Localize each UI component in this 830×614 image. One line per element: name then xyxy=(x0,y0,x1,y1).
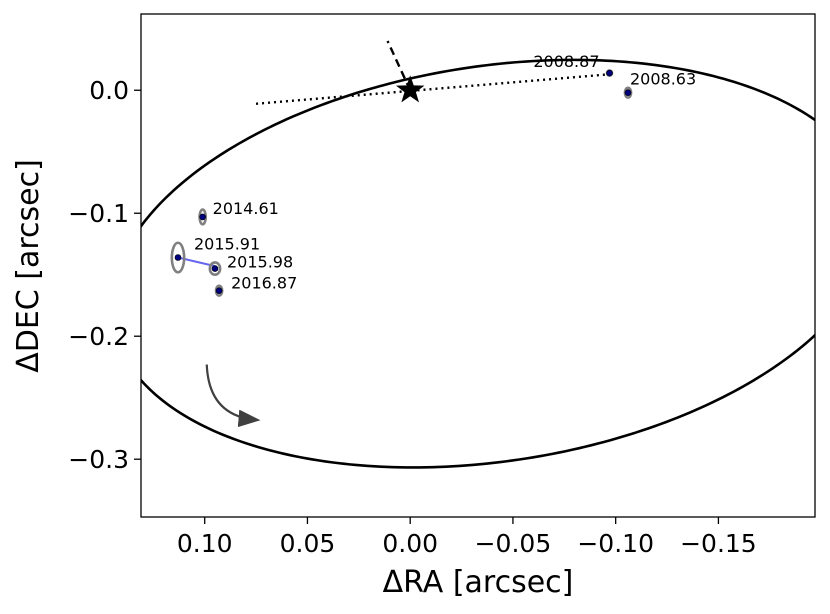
observation-point xyxy=(606,69,613,77)
y-tick-label: −0.3 xyxy=(68,445,129,474)
epoch-label: 2016.87 xyxy=(231,274,297,293)
observation-point xyxy=(624,89,632,97)
x-tick-label: 0.10 xyxy=(177,529,233,558)
error-ellipse xyxy=(208,261,222,277)
y-tick-label: −0.1 xyxy=(68,199,129,228)
y-axis-label: ΔDEC [arcsec] xyxy=(11,159,46,373)
epoch-label: 2014.61 xyxy=(213,199,279,218)
error-ellipse xyxy=(170,241,186,274)
line-of-nodes xyxy=(255,73,610,105)
epoch-label: 2008.87 xyxy=(533,52,599,71)
x-axis-label: ΔRA [arcsec] xyxy=(383,565,574,600)
y-tick-label: 0.0 xyxy=(89,76,129,105)
epoch-label: 2015.91 xyxy=(194,235,260,254)
observation-point xyxy=(215,287,223,295)
x-tick-label: −0.10 xyxy=(577,529,654,558)
x-tick-label: −0.05 xyxy=(475,529,552,558)
epoch-label: 2015.98 xyxy=(227,253,293,272)
x-tick-label: −0.15 xyxy=(680,529,757,558)
epoch-label: 2008.63 xyxy=(630,70,696,89)
observation-point xyxy=(211,265,219,272)
observation-point xyxy=(174,254,182,261)
x-tick-label: 0.00 xyxy=(382,529,438,558)
star-marker xyxy=(395,75,425,103)
y-tick-label: −0.2 xyxy=(68,322,129,351)
x-tick-label: 0.05 xyxy=(280,529,336,558)
orbit-ellipse xyxy=(141,58,815,469)
plot-frame xyxy=(140,13,816,518)
observation-point xyxy=(199,213,206,221)
periastron-line xyxy=(386,40,412,91)
direction-arrow xyxy=(205,364,261,428)
